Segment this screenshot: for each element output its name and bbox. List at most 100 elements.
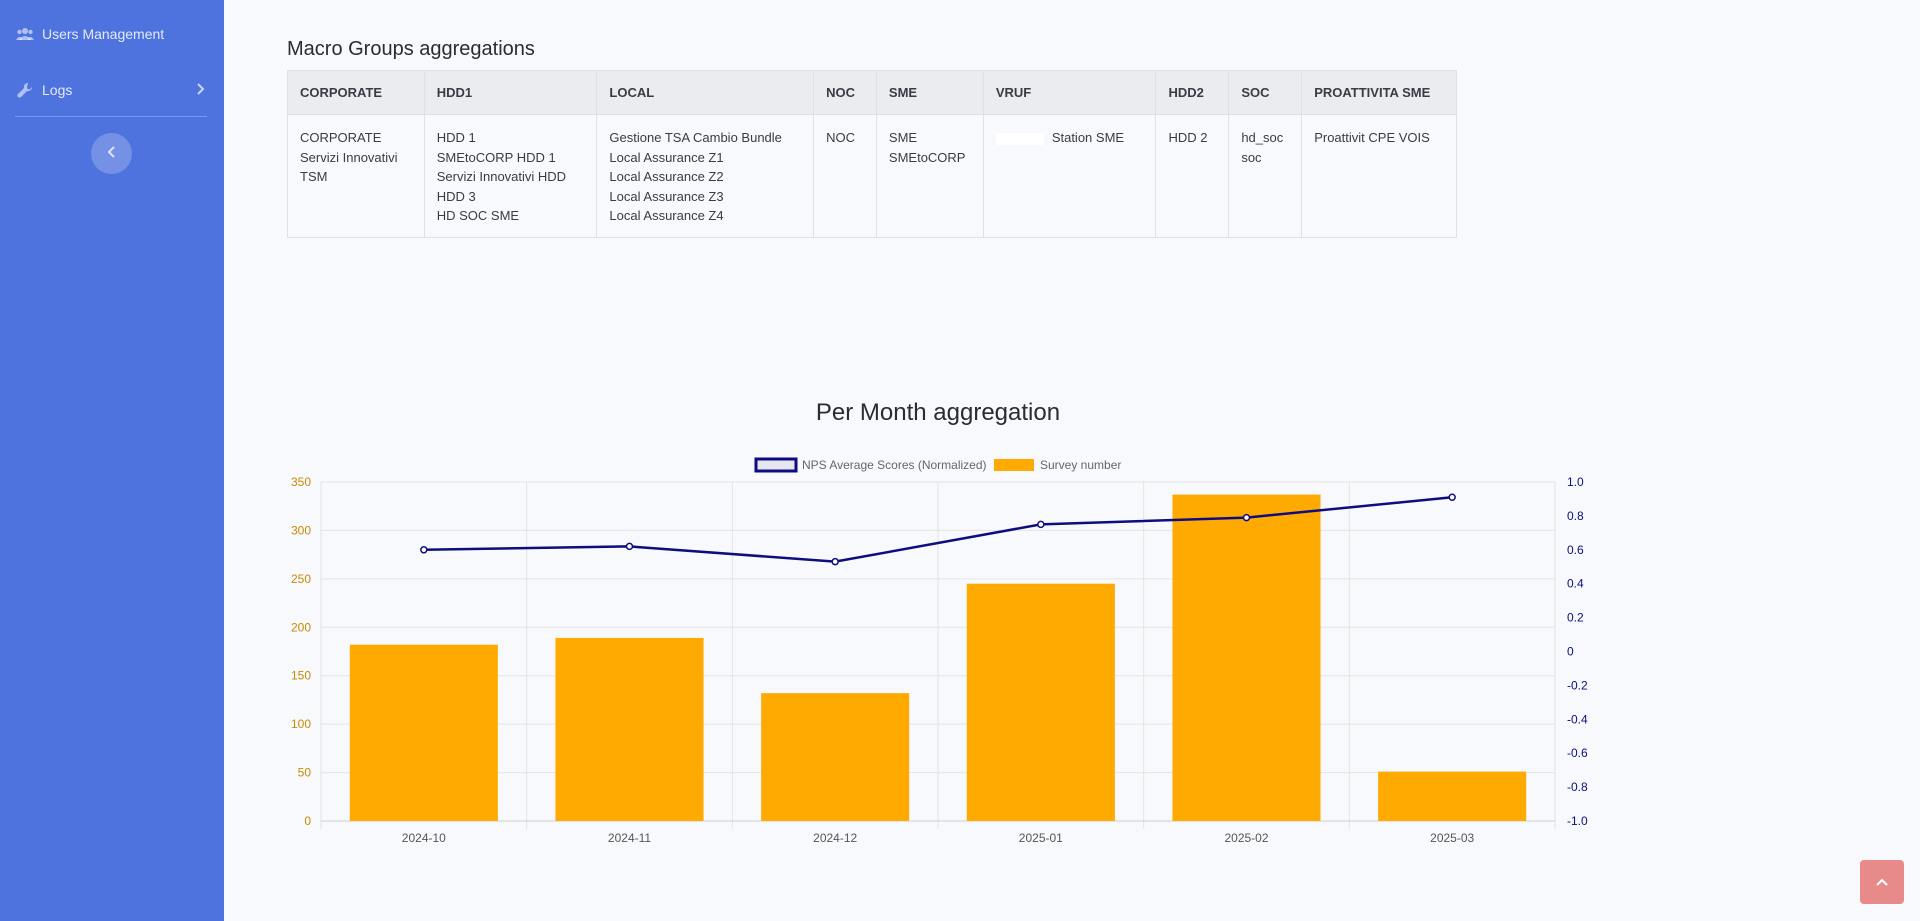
cell-line: Local Assurance Z3 bbox=[609, 188, 724, 204]
wrench-icon bbox=[16, 82, 34, 98]
x-tick-label: 2025-02 bbox=[1224, 831, 1268, 845]
chevron-left-icon bbox=[107, 145, 117, 163]
cell-line: HDD 3 bbox=[436, 188, 476, 204]
cell-line: CORPORATE bbox=[300, 130, 382, 145]
cell-line: TSM bbox=[300, 169, 328, 185]
line-point bbox=[420, 546, 428, 554]
y-right-tick-label: 0.6 bbox=[1567, 543, 1584, 557]
cell-line: Gestione TSA Cambio Bundle bbox=[609, 130, 782, 145]
y-left-tick-label: 300 bbox=[291, 523, 311, 537]
cell-line: Local Assurance Z2 bbox=[609, 169, 724, 185]
macro-groups-title: Macro Groups aggregations bbox=[287, 38, 535, 60]
table-cell: Proattivit CPE VOIS bbox=[1301, 114, 1457, 238]
column-header: SOC bbox=[1228, 70, 1303, 115]
table-cell: NOC bbox=[813, 114, 877, 238]
scroll-top-button[interactable] bbox=[1860, 860, 1904, 904]
column-header: CORPORATE bbox=[287, 70, 425, 115]
table-row: CORPORATE Servizi Innovativi TSM HDD 1 S… bbox=[287, 114, 1457, 238]
x-tick-label: 2025-03 bbox=[1430, 831, 1474, 845]
cell-line: SMEtoCORP bbox=[888, 149, 966, 165]
y-right-tick-label: -0.6 bbox=[1567, 746, 1588, 760]
y-left-tick-label: 350 bbox=[291, 475, 311, 489]
chevron-right-icon bbox=[196, 82, 206, 99]
chevron-up-icon bbox=[1876, 873, 1888, 891]
column-header: LOCAL bbox=[596, 70, 815, 115]
y-right-tick-label: 1.0 bbox=[1567, 475, 1584, 489]
column-header: SME bbox=[875, 70, 984, 115]
y-left-tick-label: 200 bbox=[291, 620, 311, 634]
line-point bbox=[1242, 513, 1251, 522]
y-right-tick-label: 0.8 bbox=[1567, 509, 1584, 523]
table-cell: HDD 2 bbox=[1155, 114, 1230, 238]
legend-label: NPS Average Scores (Normalized) bbox=[802, 458, 987, 472]
y-right-tick-label: -0.2 bbox=[1567, 678, 1588, 692]
bar bbox=[966, 583, 1115, 821]
cell-line: HDD 2 bbox=[1168, 130, 1208, 145]
cell-line: Station SME bbox=[995, 128, 1144, 148]
cell-line: HDD 1 bbox=[436, 130, 476, 145]
column-header: NOC bbox=[813, 70, 877, 115]
line-point bbox=[625, 542, 634, 551]
line-point bbox=[831, 557, 839, 566]
redacted-block bbox=[995, 132, 1044, 145]
cell-line: Local Assurance Z1 bbox=[609, 149, 724, 165]
y-right-tick-label: 0.4 bbox=[1567, 577, 1584, 591]
bar bbox=[1172, 494, 1321, 821]
sidebar-item-users-management[interactable]: Users Management bbox=[16, 19, 208, 49]
cell-line: SMEtoCORP HDD 1 bbox=[436, 149, 556, 165]
table-cell: Station SME bbox=[982, 114, 1157, 238]
x-tick-label: 2024-10 bbox=[402, 831, 446, 845]
y-right-tick-label: -1.0 bbox=[1567, 814, 1588, 828]
legend-swatch-line bbox=[754, 457, 798, 473]
cell-line: Servizi Innovativi HDD bbox=[436, 169, 567, 185]
table-cell: SME SMEtoCORP bbox=[875, 114, 984, 238]
y-left-tick-label: 250 bbox=[291, 572, 311, 586]
users-icon bbox=[16, 26, 34, 42]
cell-line: NOC bbox=[826, 130, 855, 145]
cell-line: SME bbox=[888, 130, 918, 145]
y-left-tick-label: 50 bbox=[298, 766, 312, 780]
x-tick-label: 2025-01 bbox=[1019, 831, 1063, 845]
bar bbox=[349, 644, 498, 821]
y-right-tick-label: -0.8 bbox=[1567, 780, 1588, 794]
sidebar-item-label: Logs bbox=[42, 82, 73, 98]
y-right-tick-label: -0.4 bbox=[1567, 712, 1588, 726]
column-header: HDD2 bbox=[1155, 70, 1230, 115]
sidebar-divider bbox=[15, 116, 207, 117]
chart-title: Per Month aggregation bbox=[815, 399, 1061, 426]
table-header-row: CORPORATE HDD1 LOCAL NOC SME VRUF HDD2 S… bbox=[287, 70, 1457, 115]
sidebar: Users Management Logs bbox=[0, 0, 224, 921]
column-header: PROATTIVITA SME bbox=[1301, 70, 1457, 115]
cell-line: Servizi Innovativi bbox=[300, 149, 398, 165]
y-left-tick-label: 100 bbox=[291, 717, 311, 731]
bar bbox=[1378, 771, 1527, 821]
y-right-tick-label: 0 bbox=[1567, 645, 1574, 659]
y-left-tick-label: 150 bbox=[291, 669, 311, 683]
bar bbox=[761, 693, 910, 821]
cell-line: soc bbox=[1241, 149, 1262, 165]
legend-label: Survey number bbox=[1040, 458, 1121, 472]
sidebar-toggle-button[interactable] bbox=[91, 133, 132, 174]
series-line bbox=[423, 496, 1453, 563]
x-tick-label: 2024-11 bbox=[608, 831, 651, 845]
table-cell: HDD 1 SMEtoCORP HDD 1 Servizi Innovativi… bbox=[423, 114, 598, 238]
x-tick-label: 2024-12 bbox=[813, 831, 857, 845]
cell-line: Proattivit CPE VOIS bbox=[1314, 130, 1430, 145]
cell-text: Station SME bbox=[1051, 130, 1125, 145]
cell-line: Local Assurance Z4 bbox=[609, 208, 724, 224]
line-point bbox=[1448, 493, 1456, 502]
sidebar-item-logs[interactable]: Logs bbox=[16, 75, 208, 105]
line-point bbox=[1037, 520, 1045, 529]
cell-line: hd_soc bbox=[1241, 130, 1284, 145]
y-right-tick-label: 0.2 bbox=[1567, 611, 1584, 625]
column-header: HDD1 bbox=[423, 70, 598, 115]
cell-line: HD SOC SME bbox=[436, 208, 520, 224]
column-header: VRUF bbox=[982, 70, 1157, 115]
sidebar-item-label: Users Management bbox=[42, 26, 165, 42]
table-cell: hd_soc soc bbox=[1228, 114, 1303, 238]
y-left-tick-label: 0 bbox=[304, 814, 311, 828]
table-cell: Gestione TSA Cambio Bundle Local Assuran… bbox=[596, 114, 815, 238]
macro-groups-table: CORPORATE HDD1 LOCAL NOC SME VRUF HDD2 S… bbox=[287, 70, 1457, 238]
legend-swatch-bar bbox=[994, 459, 1034, 471]
